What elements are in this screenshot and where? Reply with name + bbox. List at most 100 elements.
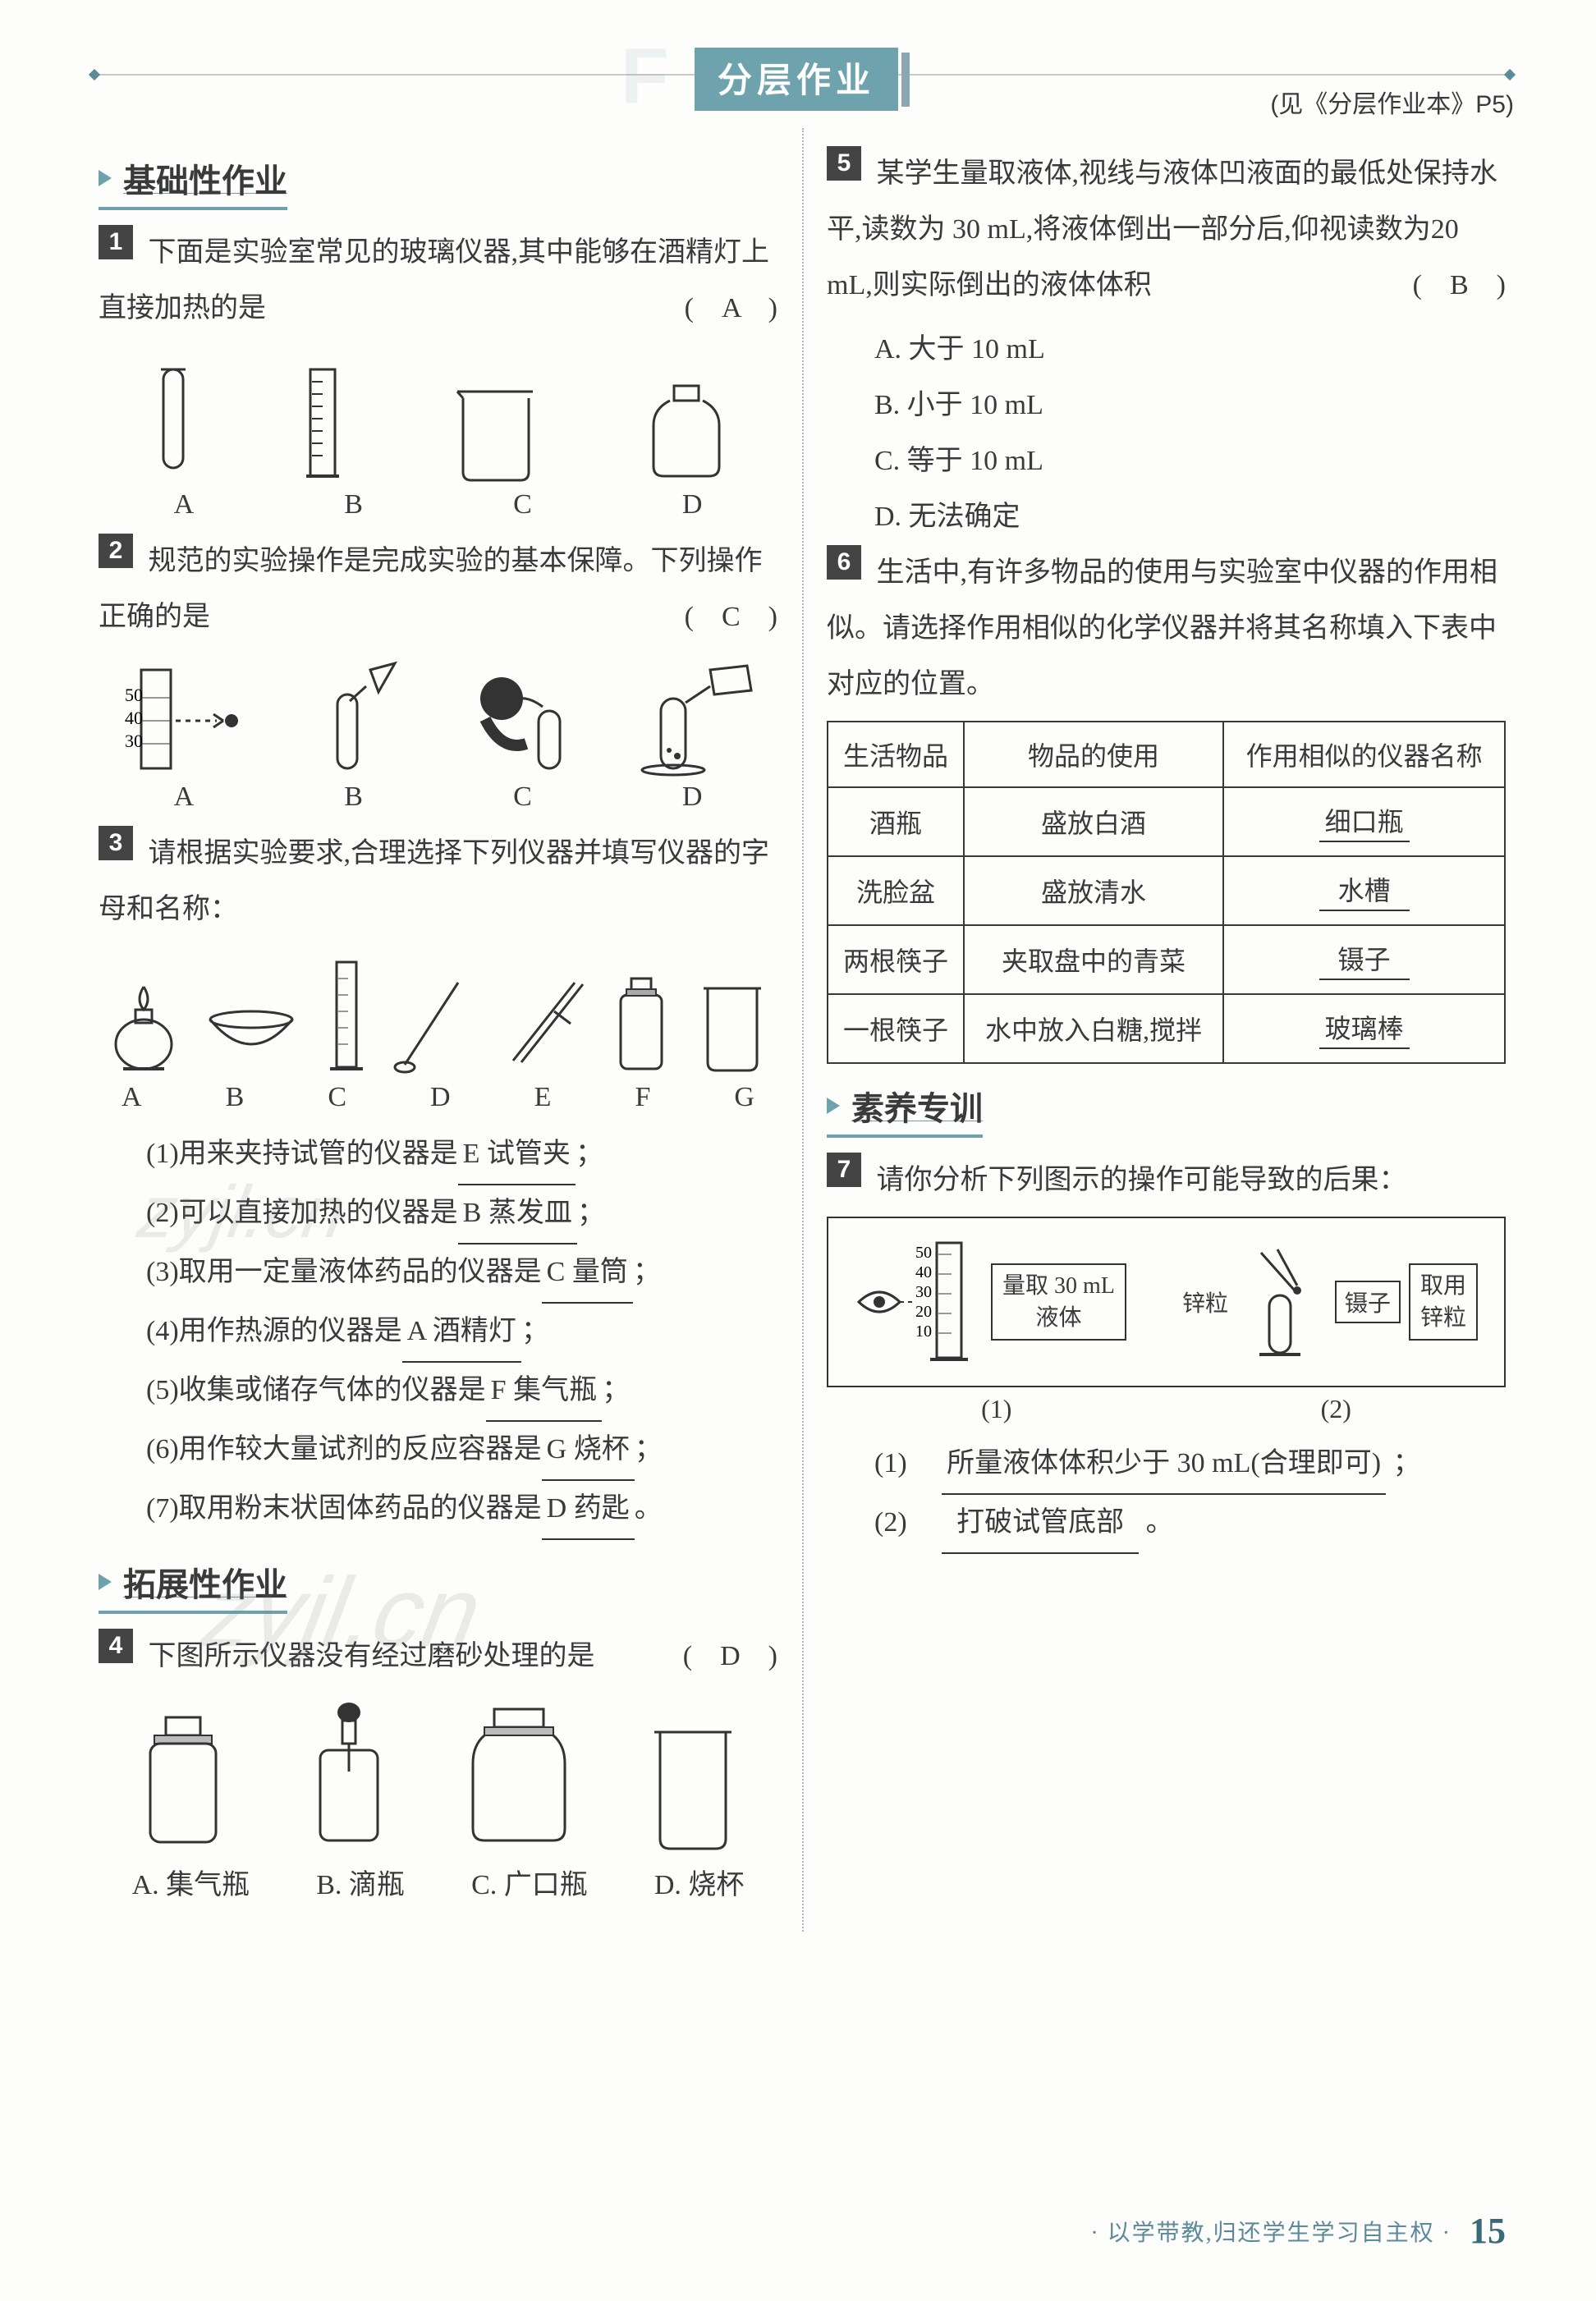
question-7: 7 请你分析下列图示的操作可能导致的后果：	[827, 1153, 1506, 1208]
q1-figure-row	[99, 345, 777, 484]
beaker3-icon	[640, 1717, 746, 1857]
table-row: 生活物品 物品的使用 作用相似的仪器名称	[828, 722, 1505, 787]
q7-cap-2: (2)	[1321, 1394, 1351, 1424]
q6-r3-answer: 镊子	[1319, 939, 1410, 980]
q2-label-A: A	[174, 782, 195, 813]
q2-answer-letter: C	[722, 602, 741, 632]
rule-dot-left	[89, 69, 100, 80]
question-3: 3 请根据实验要求,合理选择下列仪器并填写仪器的字母和名称：	[99, 826, 777, 937]
alcohol-lamp-icon	[107, 962, 181, 1077]
q7-fig1: 50 40 30 20 10 量取 30 mL 液体	[855, 1236, 1126, 1368]
q7-cap-1: (1)	[981, 1394, 1011, 1424]
q6-r2-answer: 水槽	[1319, 870, 1410, 911]
q3-item-5-answer: F 集气瓶	[486, 1363, 602, 1422]
q7-fig2-tool-label: 镊子	[1335, 1281, 1401, 1323]
svg-text:40: 40	[915, 1263, 932, 1281]
q6-r4-answer: 玻璃棒	[1319, 1008, 1410, 1049]
q3-item-6-text: (6)用作较大量试剂的反应容器是	[146, 1434, 542, 1464]
q4-stem: 下图所示仪器没有经过磨砂处理的是	[149, 1641, 595, 1671]
q5-opt-B: B. 小于 10 mL	[827, 378, 1506, 433]
q3-label-F: F	[635, 1082, 650, 1113]
qnum-2: 2	[99, 534, 133, 568]
section-basic-title: 基础性作业	[123, 154, 287, 202]
gas-collecting-bottle-icon	[130, 1709, 236, 1857]
q7-a1-blank: 所量液体体积少于 30 mL(合理即可)	[942, 1436, 1386, 1495]
q3-item-7-answer: D 药匙	[542, 1481, 635, 1540]
q2-label-B: B	[344, 782, 363, 813]
q6-r2c3: 水槽	[1223, 856, 1505, 925]
wide-mouth-bottle-icon	[461, 1701, 576, 1857]
q7-fig2-label-box: 取用 锌粒	[1409, 1263, 1478, 1341]
header-title: 分层作业	[695, 48, 898, 111]
svg-text:40: 40	[125, 708, 143, 728]
q3-item-1-text: (1)用来夹持试管的仪器是	[146, 1139, 458, 1169]
table-row: 酒瓶 盛放白酒 细口瓶	[828, 787, 1505, 856]
q6-h2: 物品的使用	[964, 722, 1223, 787]
q6-r4c2: 水中放入白糖,搅拌	[964, 994, 1223, 1063]
q7-a2-blank: 打破试管底部	[942, 1495, 1139, 1554]
q4-answer: ( D )	[683, 1629, 777, 1684]
q3-item-4-tail: ；	[521, 1316, 549, 1346]
q7-fig2: 锌粒 镊子 取用 锌粒	[1182, 1244, 1478, 1359]
dropper-tube-icon	[292, 662, 399, 777]
svg-text:20: 20	[915, 1303, 932, 1321]
q6-r3c3: 镊子	[1223, 925, 1505, 994]
q6-r3c2: 夹取盘中的青菜	[964, 925, 1223, 994]
q2-caption-row: A B C D	[99, 782, 777, 813]
header-rule: F 分层作业 (见《分层作业本》P5)	[90, 74, 1514, 112]
table-row: 两根筷子 夹取盘中的青菜 镊子	[828, 925, 1505, 994]
q2-figure-row: 50 40 30	[99, 653, 777, 777]
q3-item-6-answer: G 烧杯	[542, 1422, 635, 1481]
q1-answer: ( A )	[685, 281, 777, 337]
page-number: 15	[1470, 2210, 1506, 2252]
q3-item-7: (7)取用粉末状固体药品的仪器是D 药匙。	[99, 1481, 777, 1540]
q3-label-G: G	[734, 1082, 754, 1113]
q3-item-4-answer: A 酒精灯	[402, 1304, 521, 1363]
q3-figure-row	[99, 946, 777, 1077]
q4-figure-row	[99, 1693, 777, 1857]
q3-item-7-tail: 。	[635, 1493, 663, 1524]
q7-answer-1: (1) 所量液体体积少于 30 mL(合理即可) ；	[827, 1436, 1506, 1495]
q1-label-A: A	[174, 489, 195, 520]
question-2: 2 规范的实验操作是完成实验的基本保障。下列操作正确的是 ( C )	[99, 534, 777, 645]
q5-opt-D: D. 无法确定	[827, 489, 1506, 545]
q6-r1c3: 细口瓶	[1223, 787, 1505, 856]
test-tube-holder-icon	[497, 970, 587, 1077]
table-row: 洗脸盆 盛放清水 水槽	[828, 856, 1505, 925]
q6-h3: 作用相似的仪器名称	[1223, 722, 1505, 787]
q6-r1c2: 盛放白酒	[964, 787, 1223, 856]
q3-item-2: (2)可以直接加热的仪器是B 蒸发皿；	[99, 1185, 777, 1244]
q3-item-4-text: (4)用作热源的仪器是	[146, 1316, 402, 1346]
q3-item-5-text: (5)收集或储存气体的仪器是	[146, 1375, 486, 1405]
rule-dot-right	[1504, 69, 1516, 80]
q7-answer-2: (2) 打破试管底部 。	[827, 1495, 1506, 1554]
spatula-icon	[392, 970, 475, 1077]
q5-opt-A: A. 大于 10 mL	[827, 322, 1506, 378]
q7-fig1-label-line1: 量取 30 mL	[1002, 1270, 1115, 1302]
question-6: 6 生活中,有许多物品的使用与实验室中仪器的作用相似。请选择作用相似的化学仪器并…	[827, 545, 1506, 713]
q3-label-E: E	[534, 1082, 552, 1113]
section-arrow-icon	[99, 1574, 112, 1590]
graduated-cylinder-icon	[294, 361, 351, 484]
q5-opt-C: C. 等于 10 mL	[827, 433, 1506, 489]
header-reference: (见《分层作业本》P5)	[1270, 84, 1514, 120]
q1-label-B: B	[344, 489, 363, 520]
q3-item-2-answer: B 蒸发皿	[458, 1185, 577, 1244]
section-extend: 拓展性作业	[99, 1558, 287, 1614]
q4-opt-A: A. 集气瓶	[132, 1862, 250, 1902]
q4-opt-C: C. 广口瓶	[471, 1862, 588, 1902]
q7-caption-row: (1) (2)	[827, 1394, 1506, 1424]
q3-label-D: D	[430, 1082, 451, 1113]
section-extend-title: 拓展性作业	[123, 1558, 287, 1606]
q3-caption-row: A B C D E F G	[99, 1082, 777, 1113]
q3-item-2-text: (2)可以直接加热的仪器是	[146, 1198, 458, 1228]
q6-stem: 生活中,有许多物品的使用与实验室中仪器的作用相似。请选择作用相似的化学仪器并将其…	[827, 557, 1497, 699]
qnum-1: 1	[99, 225, 133, 259]
q1-caption-row: A B C D	[99, 489, 777, 520]
q2-label-D: D	[682, 782, 703, 813]
section-literacy-title: 素养专训	[851, 1082, 983, 1130]
bottle-icon	[641, 378, 732, 484]
q7-stem: 请你分析下列图示的操作可能导致的后果：	[877, 1165, 1407, 1195]
q7-a2-prefix: (2)	[874, 1507, 935, 1538]
q4-caption-row: A. 集气瓶 B. 滴瓶 C. 广口瓶 D. 烧杯	[99, 1862, 777, 1902]
